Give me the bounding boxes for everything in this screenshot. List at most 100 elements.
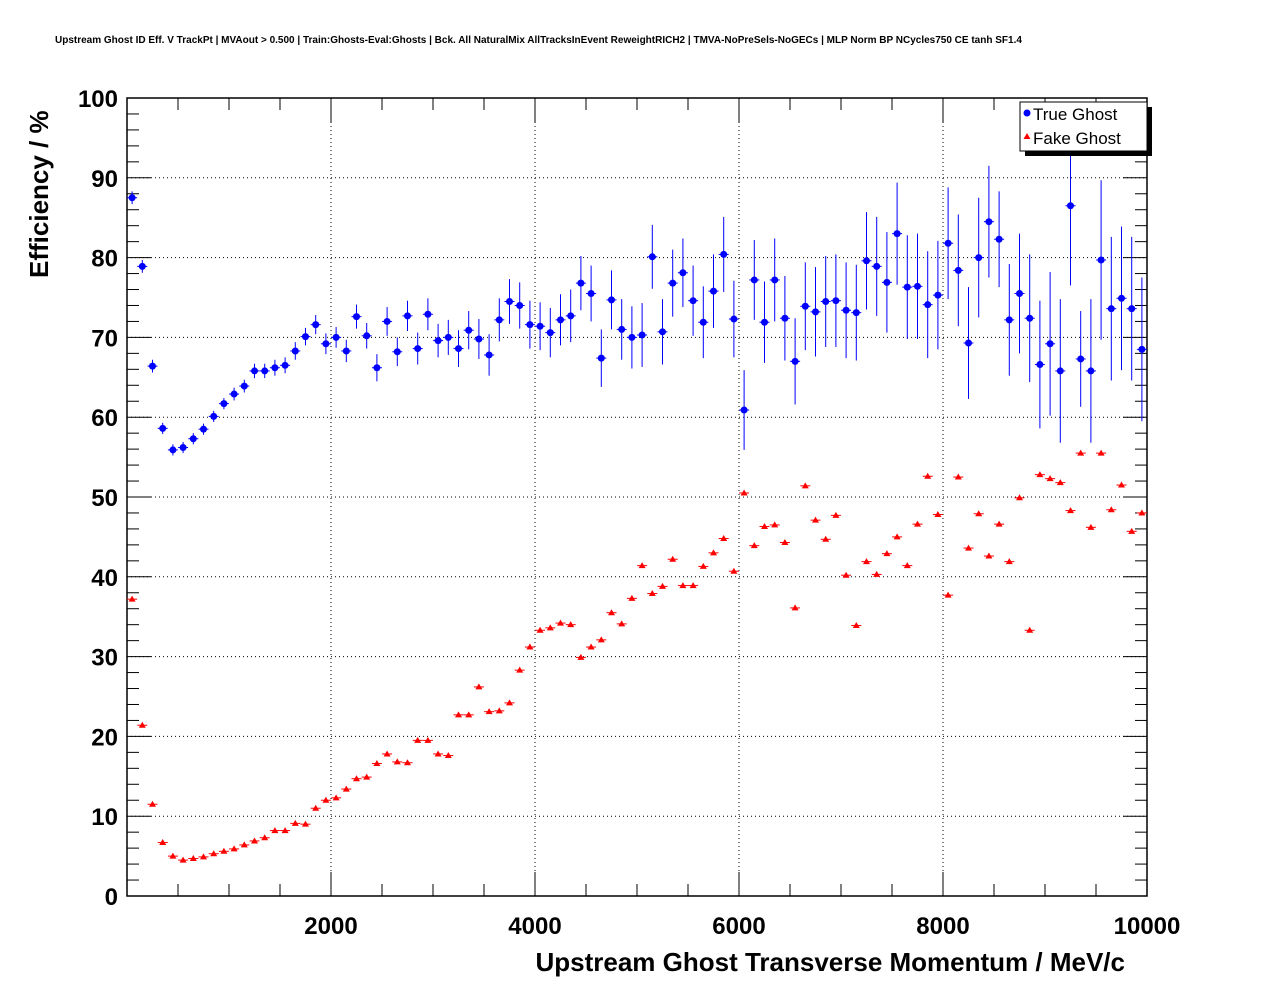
data-point — [710, 287, 717, 295]
y-tick-label: 80 — [91, 246, 118, 273]
data-point — [750, 276, 758, 284]
data-point — [404, 312, 411, 320]
data-point — [699, 318, 707, 326]
x-tick-label: 4000 — [508, 913, 561, 940]
data-point — [618, 325, 626, 333]
data-point — [628, 594, 636, 601]
data-point — [740, 406, 748, 414]
data-point — [863, 257, 870, 265]
data-point — [210, 412, 218, 420]
data-point — [985, 552, 993, 559]
data-point — [648, 253, 656, 261]
data-point — [291, 347, 299, 355]
data-point — [761, 523, 768, 530]
y-tick-label: 0 — [105, 884, 118, 911]
data-point — [179, 856, 187, 863]
y-tick-label: 70 — [91, 325, 118, 352]
data-point — [893, 533, 901, 540]
data-point — [149, 800, 156, 807]
data-point — [169, 852, 177, 859]
legend-marker-fake-ghost — [1023, 133, 1031, 139]
y-tick-label: 10 — [91, 804, 118, 831]
data-point — [475, 335, 483, 343]
data-point — [903, 562, 911, 569]
data-point — [567, 312, 575, 320]
data-point — [465, 711, 473, 718]
data-point — [618, 620, 626, 627]
data-point — [169, 446, 177, 454]
data-point — [475, 683, 483, 690]
data-point — [791, 604, 799, 611]
data-point — [485, 351, 493, 359]
data-point — [1056, 367, 1064, 375]
data-point — [883, 550, 891, 557]
data-point — [312, 321, 320, 329]
data-point — [230, 845, 238, 852]
data-point — [975, 254, 983, 262]
data-point — [710, 549, 717, 556]
data-point — [669, 279, 677, 287]
data-point — [189, 854, 197, 861]
grid — [127, 98, 1147, 896]
data-point — [516, 301, 524, 309]
data-point — [852, 621, 860, 628]
data-point — [883, 278, 891, 286]
data-point — [832, 297, 840, 305]
data-point — [761, 318, 768, 326]
data-point — [414, 345, 422, 353]
y-tick-label: 40 — [91, 565, 118, 592]
y-tick-label: 50 — [91, 485, 118, 512]
data-point — [526, 643, 534, 650]
x-tick-label: 10000 — [1114, 913, 1181, 940]
data-point — [587, 290, 595, 298]
data-point — [353, 775, 360, 782]
data-point — [536, 626, 544, 633]
data-point — [557, 316, 564, 324]
data-point — [302, 333, 309, 341]
data-point — [1118, 481, 1125, 488]
data-point — [659, 328, 666, 336]
data-point — [873, 262, 881, 270]
data-point — [934, 291, 942, 299]
data-point — [291, 819, 299, 826]
data-point — [934, 511, 942, 518]
data-point — [924, 301, 932, 309]
data-point — [1016, 494, 1023, 501]
data-point — [587, 643, 595, 650]
legend-marker-true-ghost — [1023, 109, 1031, 117]
data-point — [363, 773, 371, 780]
data-point — [954, 266, 962, 274]
data-point — [220, 847, 228, 854]
data-point — [1138, 345, 1146, 353]
data-point — [444, 752, 452, 759]
data-point — [1077, 449, 1085, 456]
legend-label-fake-ghost: Fake Ghost — [1033, 129, 1121, 148]
data-point — [240, 841, 248, 848]
data-point — [924, 472, 932, 479]
series-true-ghost — [127, 125, 1147, 456]
data-point — [189, 435, 197, 443]
data-point — [903, 283, 911, 291]
y-tick-label: 90 — [91, 166, 118, 193]
data-point — [842, 571, 850, 578]
data-point — [138, 721, 146, 728]
data-point — [873, 570, 881, 577]
data-point — [424, 736, 432, 743]
data-point — [1107, 506, 1115, 513]
data-point — [128, 194, 136, 202]
data-point — [393, 758, 401, 765]
data-point — [577, 653, 585, 660]
data-point — [740, 489, 748, 496]
data-point — [648, 590, 656, 597]
data-point — [1005, 316, 1013, 324]
data-point — [516, 666, 524, 673]
data-point — [567, 621, 575, 628]
data-point — [597, 636, 605, 643]
data-point — [689, 297, 697, 305]
data-point — [149, 362, 156, 370]
data-point — [455, 345, 462, 353]
chart-title: Upstream Ghost ID Eff. V TrackPt | MVAou… — [55, 35, 1022, 46]
data-point — [730, 567, 738, 574]
data-point — [801, 302, 809, 310]
data-point — [995, 235, 1003, 243]
